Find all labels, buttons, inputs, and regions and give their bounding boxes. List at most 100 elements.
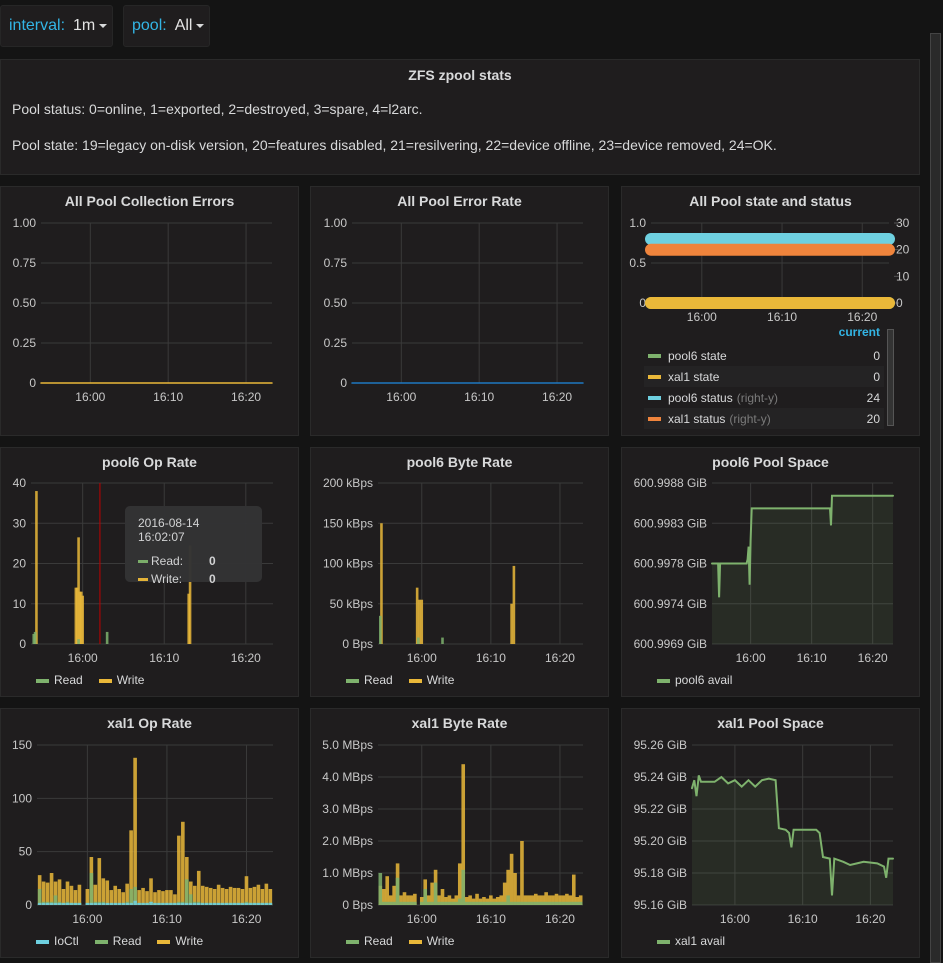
legend-item[interactable]: Read	[346, 934, 393, 948]
y-tick-label: 0.25	[324, 336, 348, 350]
panel-title[interactable]: pool6 Op Rate	[102, 454, 197, 470]
bar-read	[471, 901, 476, 905]
bar-read	[406, 901, 410, 905]
bar-read	[568, 901, 573, 905]
bar-ioctl	[85, 902, 90, 905]
legend-row[interactable]: xal1 status (right-y) 20	[644, 408, 884, 429]
interval-variable-dropdown[interactable]: interval: 1m	[0, 5, 113, 47]
bar-read	[77, 639, 80, 644]
bar-ioctl	[192, 902, 197, 905]
line-xal1-avail	[691, 775, 894, 896]
pool-variable-dropdown[interactable]: pool: All	[123, 5, 210, 47]
bar-write	[482, 897, 486, 905]
bar-write	[212, 889, 217, 905]
bar-read	[399, 901, 403, 905]
legend: Read Write	[346, 934, 454, 948]
panel-pool6-byte-rate: pool6 Byte Rate 0 Bps 50 kBps 100 kBps 150 k…	[310, 447, 609, 697]
x-tick-label: 16:10	[153, 390, 183, 404]
y-tick-label: 30	[13, 516, 27, 530]
bar-ioctl	[181, 902, 185, 905]
bar-write	[509, 853, 514, 905]
bar-write	[220, 887, 225, 905]
legend-item[interactable]: pool6 avail	[657, 673, 732, 687]
bar-write	[512, 565, 516, 644]
bar-write	[513, 873, 517, 905]
bar-ioctl	[236, 902, 241, 905]
bar-ioctl	[220, 902, 225, 905]
legend-item[interactable]: Write	[98, 673, 144, 687]
y-tick-label: 95.18 GiB	[634, 866, 687, 880]
y-tick-label: 1.00	[13, 216, 37, 230]
bar-write	[451, 898, 455, 905]
series-name: xal1 state	[668, 369, 720, 384]
bar-read	[444, 901, 448, 905]
bar-write	[533, 893, 538, 905]
legend-series-name: pool6 status (right-y)	[668, 391, 867, 405]
tooltip-swatch	[138, 577, 148, 581]
legend-row[interactable]: xal1 state 0	[644, 366, 884, 387]
panel-title[interactable]: xal1 Byte Rate	[411, 715, 508, 731]
legend-item[interactable]: xal1 avail	[657, 934, 725, 948]
legend-label: Write	[426, 934, 455, 948]
bar-write	[101, 878, 106, 905]
x-tick-label: 16:10	[149, 651, 179, 665]
legend-row[interactable]: pool6 status (right-y) 24	[644, 387, 884, 408]
bar-write	[77, 537, 80, 644]
bar-read	[441, 637, 444, 644]
panel-title[interactable]: All Pool Error Rate	[397, 193, 522, 209]
legend-item[interactable]: Write	[408, 673, 455, 687]
bar-read	[540, 901, 545, 905]
bar-write	[544, 892, 548, 905]
legend-item[interactable]: Read	[346, 673, 393, 687]
bar-write	[169, 890, 173, 905]
legend-series-name: xal1 status (right-y)	[668, 412, 867, 426]
right-y-tick-label: 0	[896, 296, 903, 310]
bar-read	[451, 901, 455, 905]
legend-scrollbar[interactable]	[887, 329, 894, 426]
bar-write	[35, 491, 38, 644]
bar-read	[523, 901, 528, 905]
x-tick-label: 16:00	[407, 912, 437, 926]
bar-ioctl	[61, 902, 66, 905]
bar-read	[468, 901, 472, 905]
legend-color-swatch	[648, 353, 661, 358]
legend-item[interactable]: Read	[36, 673, 83, 687]
legend-label: Write	[426, 673, 455, 687]
panel-title[interactable]: All Pool state and status	[689, 193, 852, 209]
bar-ioctl	[153, 902, 157, 905]
page-scrollbar[interactable]	[930, 33, 941, 963]
legend-header-current[interactable]: current	[838, 325, 880, 339]
panel-title[interactable]: pool6 Byte Rate	[406, 454, 513, 470]
bar-write	[260, 889, 265, 905]
legend-row[interactable]: pool6 state 0	[644, 345, 884, 366]
bar-write	[93, 884, 98, 905]
x-tick-label: 16:20	[231, 651, 261, 665]
bar-ioctl	[264, 902, 269, 905]
y-tick-label: 40	[13, 476, 27, 490]
x-tick-label: 16:10	[464, 390, 494, 404]
y-tick-label: 600.9988 GiB	[634, 476, 707, 490]
bar-read	[381, 901, 386, 905]
bar-read	[554, 901, 559, 905]
bar-write	[57, 879, 62, 905]
legend-label: xal1 avail	[675, 934, 726, 948]
bar-ioctl	[125, 902, 129, 905]
bar-ioctl	[216, 902, 221, 905]
x-tick-label: 16:20	[545, 912, 575, 926]
legend-item[interactable]: Write	[157, 934, 203, 948]
panel-title[interactable]: xal1 Pool Space	[717, 715, 824, 731]
panel-pool6-pool-space: pool6 Pool Space 600.9969 GiB 600.9974 GiB…	[621, 447, 920, 697]
legend-item[interactable]: Write	[408, 934, 455, 948]
bar-read	[575, 901, 580, 905]
legend-item[interactable]: Read	[94, 934, 141, 948]
panel-title[interactable]: xal1 Op Rate	[107, 715, 192, 731]
y-tick-label: 0.25	[13, 336, 37, 350]
panel-title[interactable]: pool6 Pool Space	[712, 454, 829, 470]
bar-ioctl	[208, 902, 213, 905]
bar-write	[228, 886, 233, 905]
panel-title[interactable]: All Pool Collection Errors	[64, 193, 235, 209]
bar-ioctl	[37, 902, 42, 905]
legend-item[interactable]: IoCtl	[36, 934, 79, 948]
legend-color-swatch	[408, 678, 422, 683]
x-tick-label: 16:20	[231, 912, 261, 926]
